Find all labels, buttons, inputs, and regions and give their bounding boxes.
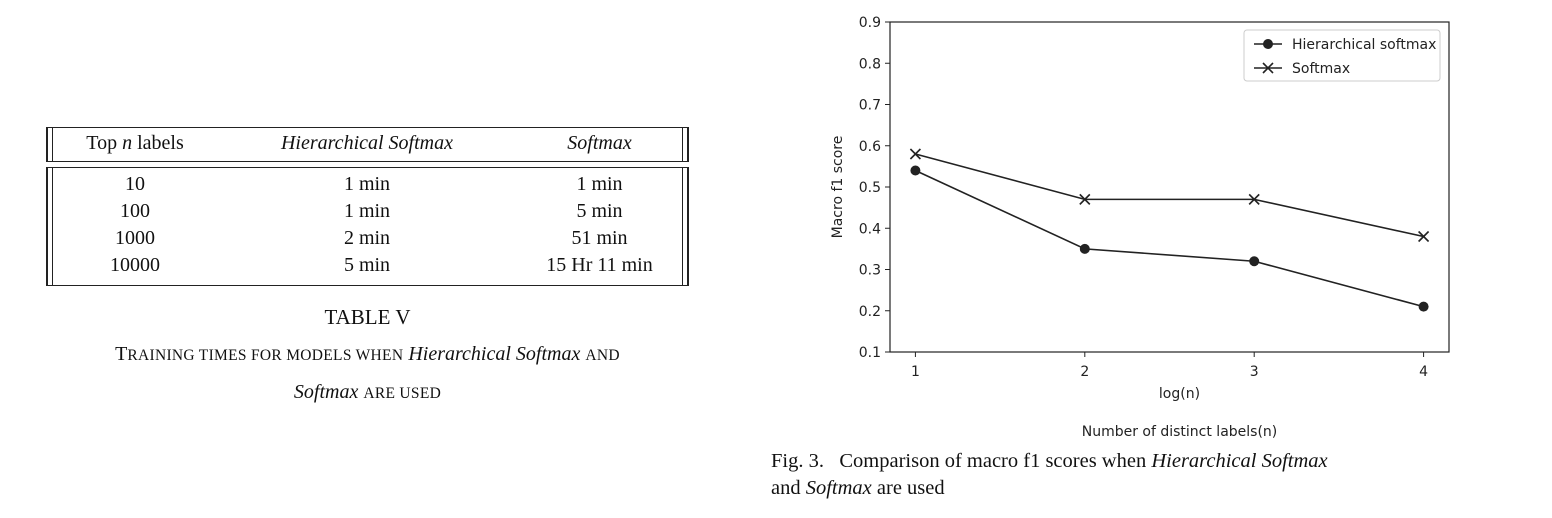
table-header-row: Top n labels Hierarchical Softmax Softma… (48, 128, 687, 159)
header-col1-suffix: labels (132, 132, 184, 154)
y-tick-label: 0.9 (859, 15, 881, 31)
legend-marker (1263, 39, 1273, 49)
y-tick-label: 0.6 (859, 139, 881, 155)
cell-hier-time: 1 min (343, 200, 391, 222)
caption-term-softmax: Softmax (293, 381, 359, 403)
plot-frame (889, 21, 1450, 353)
x-tick-label: 2 (1080, 364, 1089, 380)
y-tick-label: 0.3 (859, 263, 881, 279)
legend-marker (1262, 62, 1274, 74)
x-axis-secondary-label: Number of distinct labels(n) (1082, 424, 1278, 440)
data-point-x (1079, 193, 1091, 205)
data-point-circle (1418, 301, 1429, 312)
cell-soft-time: 5 min (576, 200, 623, 222)
data-point-x (1248, 193, 1260, 205)
table-description: TRAINING TIMES FOR MODELS WHEN Hierarchi… (0, 336, 735, 412)
figure-label: Fig. 3. (771, 450, 824, 472)
header-softmax: Softmax (567, 132, 632, 154)
table-row: 100 1 min 5 min (48, 198, 687, 225)
y-tick-label: 0.4 (859, 221, 881, 237)
figure-term-softmax: Softmax (805, 477, 872, 499)
table-row: 1000 2 min 51 min (48, 225, 687, 252)
caption-term-hierarchical: Hierarchical Softmax (408, 343, 581, 365)
x-axis-ticks: 1 2 3 4 (911, 352, 1428, 380)
caption-are-used: ARE USED (363, 385, 442, 402)
table-row: 10000 5 min 15 Hr 11 min (48, 252, 687, 279)
table-header: Top n labels Hierarchical Softmax Softma… (46, 127, 689, 162)
x-axis-label: log(n) (1159, 386, 1200, 402)
table-number: TABLE V (324, 305, 411, 329)
cell-labels: 10000 (110, 254, 160, 276)
macro-f1-line-chart: 0.1 0.2 0.3 0.4 0.5 0.6 0.7 0.8 0.9 1 2 3 4 Macro f… (830, 15, 1450, 440)
header-hierarchical-softmax: Hierarchical Softmax (280, 132, 453, 154)
y-axis-ticks: 0.1 0.2 0.3 0.4 0.5 0.6 0.7 0.8 0.9 (859, 15, 890, 361)
cell-soft-time: 51 min (571, 227, 628, 249)
cell-soft-time: 1 min (576, 173, 623, 195)
data-point-x (909, 148, 921, 160)
y-tick-label: 0.5 (859, 180, 881, 196)
y-tick-label: 0.1 (859, 345, 881, 361)
cell-hier-time: 2 min (343, 227, 391, 249)
training-times-table: Top n labels Hierarchical Softmax Softma… (46, 127, 689, 286)
legend-box (1243, 29, 1441, 82)
cell-soft-time: 15 Hr 11 min (546, 254, 653, 276)
cell-labels: 1000 (115, 227, 155, 249)
series-line (915, 169, 1424, 308)
y-tick-label: 0.7 (859, 98, 881, 114)
caption-and: AND (585, 347, 620, 364)
y-tick-label: 0.2 (859, 304, 881, 320)
table-row: 10 1 min 1 min (48, 171, 687, 198)
legend-label: Softmax (1292, 61, 1350, 77)
figure-caption-text: Comparison of macro f1 scores when (839, 450, 1147, 472)
header-col1-prefix: Top (86, 132, 123, 154)
header-top-n-labels: Top n labels (48, 128, 222, 159)
cell-hier-time: 5 min (343, 254, 391, 276)
caption-initial: T (115, 343, 128, 365)
table-body: 10 1 min 1 min 100 1 min 5 min 1000 2 mi… (46, 167, 689, 286)
x-tick-label: 1 (911, 364, 920, 380)
caption-text: RAINING TIMES FOR MODELS WHEN (127, 347, 404, 364)
figure-term-hierarchical: Hierarchical Softmax (1151, 450, 1328, 472)
data-point-circle (1249, 256, 1260, 267)
y-axis-label: Macro f1 score (830, 136, 846, 239)
data-point-circle (1079, 243, 1090, 254)
cell-labels: 10 (125, 173, 145, 195)
chart-legend: Hierarchical softmax Softmax (1243, 29, 1441, 82)
legend-label: Hierarchical softmax (1292, 37, 1436, 53)
y-tick-label: 0.8 (859, 56, 881, 72)
data-point-x (1418, 230, 1430, 243)
figure-caption: Fig. 3. Comparison of macro f1 scores wh… (771, 448, 1546, 502)
figure-caption-used: are used (876, 477, 945, 499)
cell-hier-time: 1 min (343, 173, 391, 195)
series-line (915, 153, 1424, 238)
data-point-circle (910, 165, 921, 176)
table-caption: TABLE V TRAINING TIMES FOR MODELS WHEN H… (0, 302, 735, 412)
x-tick-label: 3 (1250, 364, 1259, 380)
x-tick-label: 4 (1419, 364, 1428, 380)
cell-labels: 100 (120, 200, 150, 222)
header-col1-var: n (122, 132, 133, 154)
figure-caption-and: and (771, 477, 801, 499)
series-layer (909, 148, 1430, 312)
